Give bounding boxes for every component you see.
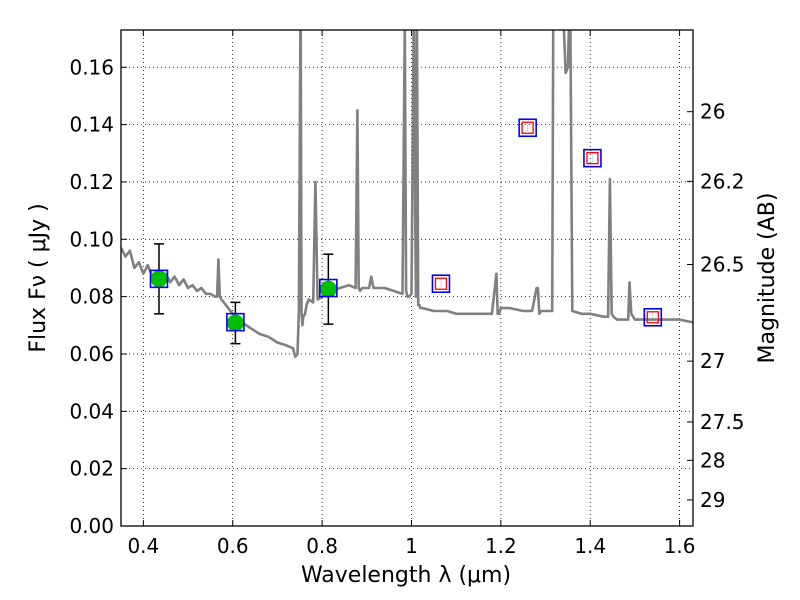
model-point [319,278,338,298]
model-point [583,148,602,168]
y-axis-label: Flux Fν ( μJy ) [26,203,51,352]
y-tick-label: 0.04 [69,399,114,423]
limit-point [586,152,599,165]
model-point [431,274,451,294]
x-axis-label: Wavelength λ (μm) [301,563,511,588]
y-tick-label: 0.02 [69,457,114,481]
y2-tick-label: 27 [700,349,725,373]
sed-line [121,30,693,359]
y-tick-label: 0.12 [69,170,114,194]
x-tick-label: 0.8 [306,534,338,558]
plot-frame [120,29,694,527]
detection-point [226,314,244,332]
y-tick-label: 0.06 [69,342,114,366]
model-point [149,269,169,289]
y2-tick-label: 27.5 [700,410,745,434]
y-tick-label: 0.10 [69,227,114,251]
series-layer [121,30,693,359]
y2-tick-label: 26.2 [700,169,745,193]
y2-tick-label: 29 [700,488,725,512]
y2-tick-label: 26.5 [700,253,745,277]
y-tick-label: 0.00 [69,514,114,538]
y2-tick-label: 28 [700,448,725,472]
x-tick-label: 1.2 [485,534,517,558]
model-point [226,312,245,332]
x-tick-label: 1.6 [664,534,696,558]
x-tick-label: 1.4 [574,534,606,558]
y2-tick-label: 26 [700,100,725,124]
detection-point [150,270,168,288]
ticks: 0.4 0.6 0.8 1 1.2 1.4 1.6 0.00 0.02 0.04 0.06 0.08 0… [69,30,745,558]
x-tick-label: 0.6 [217,534,249,558]
y-tick-label: 0.08 [69,285,114,309]
limit-point [434,277,448,290]
model-point [518,118,537,138]
y-tick-label: 0.14 [69,113,114,137]
detection-point [319,280,337,298]
x-tick-label: 1 [405,534,418,558]
x-tick-label: 0.4 [127,534,159,558]
y2-axis-label: Magnitude (AB) [755,193,780,364]
limit-point [646,311,659,324]
limit-point [521,121,534,134]
y-tick-label: 0.16 [69,55,114,79]
model-point [643,307,663,327]
